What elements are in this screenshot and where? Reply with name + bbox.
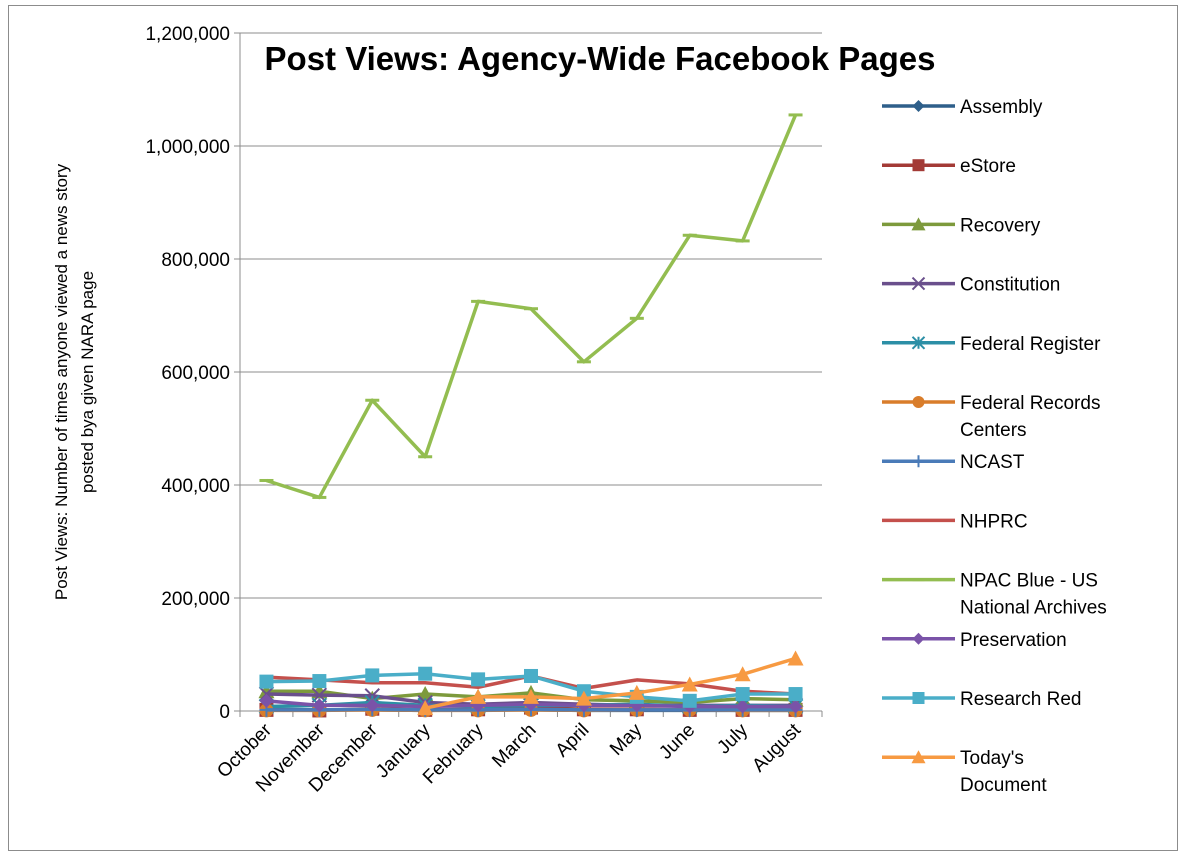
series-npac-blue-us-national-archives	[259, 113, 803, 500]
legend-item-constitution: Constitution	[882, 275, 1060, 296]
data-point-square	[912, 692, 925, 704]
legend-label: Federal Records	[960, 393, 1100, 414]
series-today-s-document	[417, 650, 804, 716]
legend-label: National Archives	[960, 598, 1107, 619]
data-point-triangle	[575, 690, 592, 706]
series-lines	[258, 113, 804, 718]
data-point-square	[312, 674, 327, 689]
y-axis-title-line: Post Views: Number of times anyone viewe…	[52, 163, 71, 600]
data-point-diamond	[912, 632, 925, 645]
chart-title: Post Views: Agency-Wide Facebook Pages	[265, 40, 936, 77]
series-line	[424, 656, 797, 710]
x-tick-label: March	[488, 720, 540, 772]
gridlines	[240, 32, 822, 599]
y-axis-title-line: posted bya given NARA page	[78, 271, 97, 493]
x-tick-label: May	[606, 719, 647, 760]
legend-label: Assembly	[960, 97, 1043, 118]
legend-label: Today's	[960, 748, 1024, 769]
data-point-diamond	[912, 100, 925, 112]
data-point-square	[788, 687, 803, 702]
data-point-square	[912, 159, 925, 172]
legend-item-npac-blue-us-national-archives: NPAC Blue - US National Archives	[882, 571, 1107, 619]
legend: Assembly eStore Recovery Constitution Federa…	[882, 97, 1107, 796]
data-point-circle	[912, 396, 925, 408]
legend-label: Document	[960, 775, 1047, 796]
data-point-diamond	[788, 699, 803, 714]
legend-item-assembly: Assembly	[882, 97, 1043, 118]
data-point-asterisk	[911, 336, 926, 350]
data-point-triangle	[911, 750, 926, 764]
data-point-triangle	[628, 684, 645, 700]
legend-label: NHPRC	[960, 511, 1028, 532]
legend-item-federal-records-centers: Federal Records Centers	[882, 393, 1100, 441]
chart-title-group: Post Views: Agency-Wide Facebook Pages	[265, 40, 936, 77]
x-tick-label: June	[655, 720, 699, 764]
legend-item-recovery: Recovery	[882, 215, 1041, 236]
data-point-square	[259, 674, 274, 689]
legend-item-preservation: Preservation	[882, 630, 1067, 651]
data-point-triangle	[470, 688, 487, 704]
legend-item-federal-register: Federal Register	[882, 334, 1101, 355]
legend-item-today-s-document: Today's Document	[882, 748, 1047, 796]
data-point-square	[418, 666, 433, 681]
legend-item-estore: eStore	[882, 156, 1016, 177]
x-tick-label: August	[748, 719, 805, 776]
data-point-square	[471, 672, 486, 687]
y-tick-label: 200,000	[161, 589, 230, 610]
data-point-square	[524, 668, 538, 683]
data-point-square	[365, 668, 380, 683]
legend-label: Recovery	[960, 215, 1041, 236]
legend-label: Federal Register	[960, 334, 1101, 355]
series-line	[265, 114, 798, 500]
data-point-plus	[912, 455, 925, 468]
data-point-triangle	[523, 688, 539, 704]
x-tick-label: July	[713, 719, 752, 758]
data-point-triangle	[911, 217, 926, 231]
legend-item-ncast: NCAST	[882, 452, 1025, 473]
data-point-triangle	[787, 650, 804, 666]
data-point-diamond	[259, 693, 274, 708]
y-tick-label: 1,200,000	[145, 24, 230, 45]
y-tick-label: 600,000	[161, 363, 230, 384]
x-tick-label: April	[552, 720, 594, 762]
y-tick-label: 400,000	[161, 476, 230, 497]
data-point-triangle	[417, 700, 434, 716]
legend-item-research-red: Research Red	[882, 689, 1081, 710]
y-tick-label: 0	[219, 702, 230, 723]
legend-label: eStore	[960, 156, 1016, 177]
y-tick-label: 800,000	[161, 250, 230, 271]
legend-label: Centers	[960, 420, 1027, 441]
legend-item-nhprc: NHPRC	[882, 511, 1028, 532]
data-point-square	[735, 687, 750, 702]
y-tick-label: 1,000,000	[145, 137, 230, 158]
data-point-diamond	[735, 699, 750, 714]
data-point-triangle	[681, 676, 698, 692]
data-point-diamond	[365, 698, 380, 713]
legend-label: Preservation	[960, 630, 1067, 651]
legend-label: Research Red	[960, 689, 1081, 710]
legend-label: NPAC Blue - US	[960, 571, 1098, 592]
data-point-triangle	[734, 666, 751, 682]
data-point-diamond	[312, 698, 327, 713]
data-point-square	[682, 693, 697, 708]
legend-label: Constitution	[960, 275, 1060, 296]
data-point-x	[911, 276, 926, 291]
legend-label: NCAST	[960, 452, 1025, 473]
